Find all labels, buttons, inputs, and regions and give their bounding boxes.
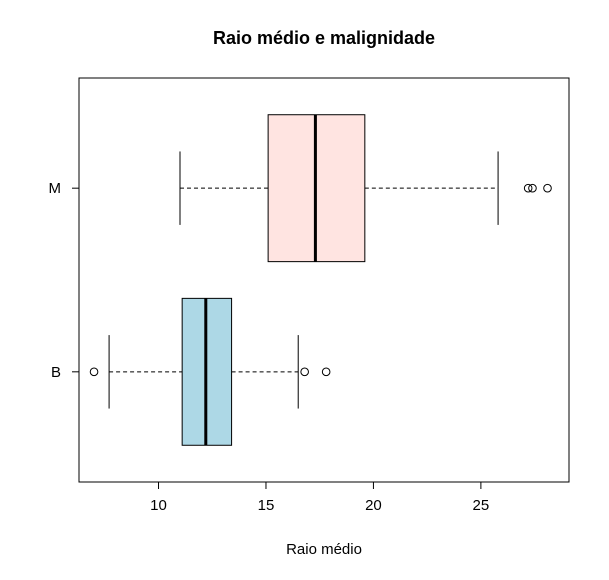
x-tick-label: 15 bbox=[258, 497, 275, 514]
outlier-point bbox=[300, 367, 309, 377]
x-tick-label: 20 bbox=[365, 497, 382, 514]
chart-title: Raio médio e malignidade bbox=[212, 28, 436, 48]
x-tick-label: 25 bbox=[473, 497, 490, 514]
x-axis-label: Raio médio bbox=[286, 541, 362, 558]
box-group-m bbox=[179, 114, 552, 263]
y-tick-label: M bbox=[49, 180, 62, 197]
boxes-layer bbox=[89, 114, 552, 446]
y-tick-label: B bbox=[51, 364, 61, 381]
outlier-point bbox=[528, 183, 537, 193]
x-axis: 10 15 20 25 bbox=[150, 482, 489, 514]
outlier-point bbox=[523, 183, 533, 193]
outlier-point bbox=[321, 367, 331, 377]
box-group-b bbox=[89, 297, 331, 446]
x-tick-label: 10 bbox=[150, 497, 167, 514]
plot-frame bbox=[78, 77, 570, 483]
outlier-point bbox=[543, 183, 552, 193]
y-axis: BM bbox=[49, 180, 79, 381]
outlier-point bbox=[89, 367, 99, 377]
